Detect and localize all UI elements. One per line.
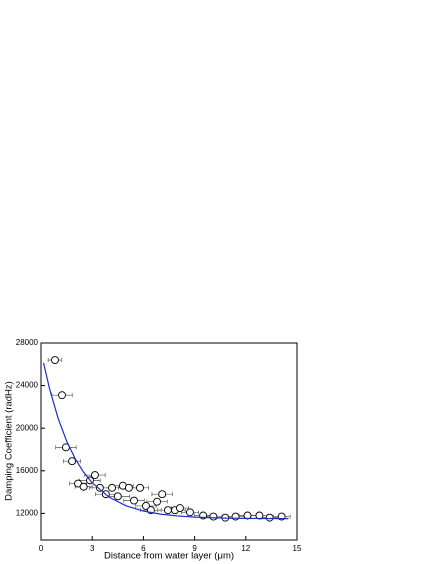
data-point: [124, 483, 133, 492]
data-point: [209, 512, 218, 521]
data-point: [68, 457, 77, 466]
data-point: [175, 504, 184, 513]
x-tick-label: 15: [293, 544, 302, 553]
data-point: [142, 501, 150, 510]
data-point: [130, 496, 138, 505]
y-tick-label: 24000: [16, 381, 39, 390]
x-tick-label: 0: [39, 544, 44, 553]
data-point: [136, 483, 144, 492]
fit-line: [42, 362, 289, 520]
data-point: [108, 483, 116, 492]
data-point: [95, 483, 104, 492]
data-point: [158, 490, 167, 499]
data-point: [113, 492, 122, 501]
x-axis-label: Distance from water layer (μm): [104, 551, 234, 562]
y-tick-label: 12000: [16, 508, 39, 517]
y-tick-label: 16000: [16, 466, 39, 475]
data-point: [79, 482, 88, 491]
data-point: [153, 497, 162, 506]
data-point: [265, 513, 274, 522]
data-point: [90, 471, 99, 479]
y-tick-label: 20000: [16, 423, 39, 432]
x-tick-label: 6: [141, 544, 146, 553]
data-point: [243, 511, 252, 520]
data-point: [231, 512, 240, 521]
plot-frame: [40, 342, 298, 541]
data-point: [186, 508, 194, 517]
x-tick-label: 9: [192, 544, 197, 553]
data-point: [164, 506, 172, 515]
y-axis-label: Damping Coefficient (radHz): [4, 381, 15, 501]
y-tick-label: 28000: [16, 338, 39, 347]
data-point: [58, 391, 66, 400]
x-tick-label: 3: [90, 544, 95, 553]
x-tick-label: 12: [241, 544, 250, 553]
data-point: [51, 356, 59, 364]
